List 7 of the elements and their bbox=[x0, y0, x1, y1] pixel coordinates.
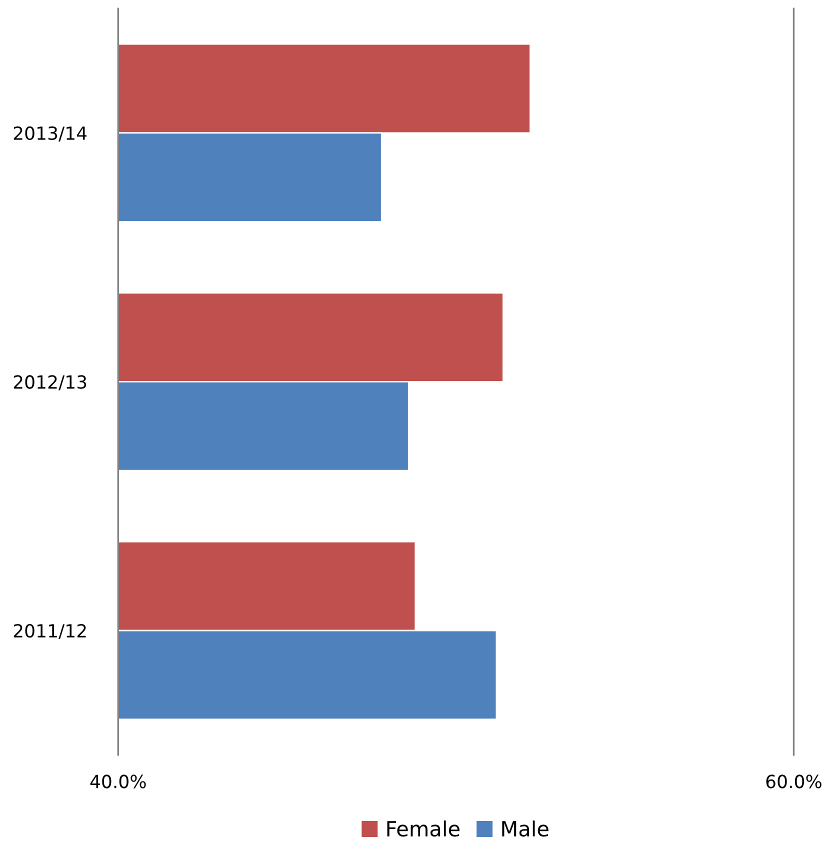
y-tick-label: 2013/14 bbox=[14, 126, 87, 142]
legend-label: Male bbox=[502, 820, 548, 837]
y-tick-label: 2011/12 bbox=[14, 624, 86, 640]
x-tick-label: 40.0% bbox=[90, 774, 146, 788]
x-tick-label: 60.0% bbox=[766, 774, 822, 788]
legend-label: Female bbox=[387, 820, 460, 837]
y-tick-label: 2012/13 bbox=[14, 375, 86, 390]
